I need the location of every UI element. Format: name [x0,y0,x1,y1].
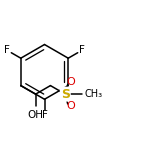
Text: O: O [66,77,75,87]
Text: OH: OH [28,110,44,120]
Text: F: F [79,45,85,55]
Text: O: O [66,102,75,111]
Text: F: F [4,45,10,55]
Text: CH₃: CH₃ [85,89,103,99]
Text: F: F [41,111,47,120]
Text: S: S [61,88,70,101]
